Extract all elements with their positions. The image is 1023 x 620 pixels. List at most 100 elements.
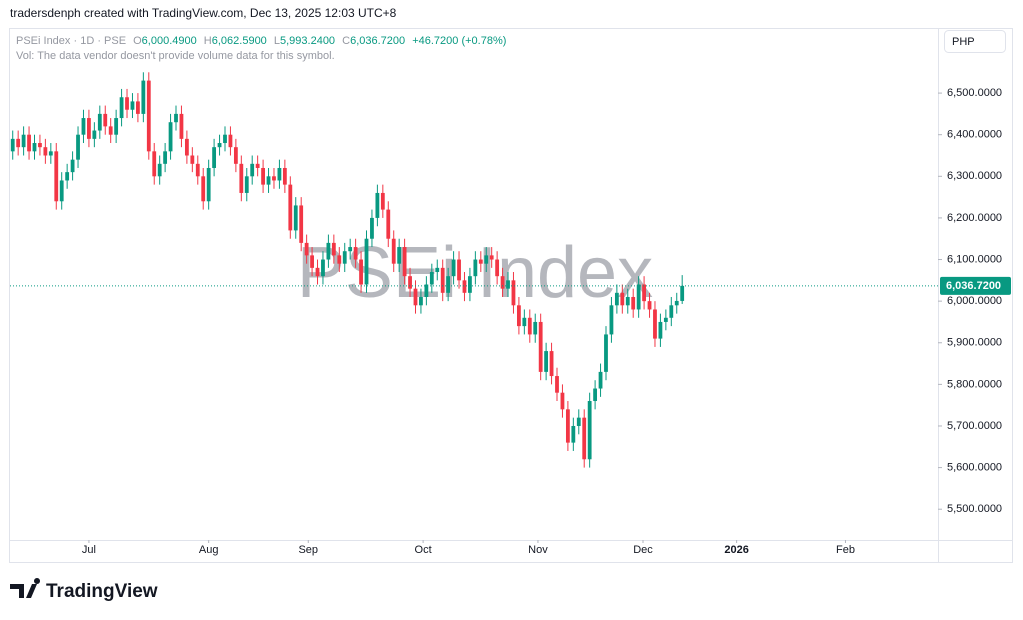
last-price-tag <box>940 276 1011 295</box>
candle-body <box>489 255 494 260</box>
y-tick-label: 5,700.0000 <box>947 420 1002 432</box>
candle-body <box>380 192 385 210</box>
candle-body <box>38 143 42 148</box>
candle-body <box>527 317 532 335</box>
candle-body <box>141 80 146 114</box>
candle-body <box>582 417 587 460</box>
candle-body <box>92 130 97 139</box>
candle-body <box>642 284 646 302</box>
candle-body <box>337 255 342 264</box>
candle-body <box>81 118 86 135</box>
currency-button[interactable] <box>944 30 1006 53</box>
candle-body <box>190 155 195 164</box>
candle-body <box>674 300 679 306</box>
candle-body <box>669 305 674 318</box>
candle-body <box>424 284 429 297</box>
candle-body <box>288 184 293 231</box>
candle-body <box>130 101 135 110</box>
logo: TradingView <box>10 578 158 602</box>
candle-body <box>310 255 314 268</box>
candle-body <box>233 147 238 164</box>
y-tick-label: 5,900.0000 <box>947 337 1002 349</box>
candle-body <box>43 147 48 156</box>
candle-body <box>217 143 222 148</box>
candle-body <box>152 151 157 177</box>
currency[interactable]: PHP <box>952 36 975 48</box>
candle-body <box>391 238 396 264</box>
candle-body <box>136 101 140 114</box>
candle-body <box>10 138 15 152</box>
candle-body <box>87 118 91 139</box>
candle-body <box>174 113 178 123</box>
candle-body <box>179 113 184 139</box>
candle-body <box>21 134 26 148</box>
y-tick-label: 6,300.0000 <box>947 170 1002 182</box>
candle-body <box>370 217 374 239</box>
candle-body <box>206 167 211 202</box>
frame <box>9 28 1013 563</box>
x-tick-label: Dec <box>633 544 653 556</box>
candle-body <box>593 388 598 402</box>
candle-body <box>544 351 549 372</box>
candle-body <box>16 138 21 148</box>
candle-body <box>228 134 233 148</box>
candle-body <box>239 163 244 193</box>
candle-body <box>397 247 402 264</box>
x-tick-label: Sep <box>298 544 318 556</box>
candle-body <box>495 259 500 277</box>
candle-body <box>446 276 451 293</box>
candle-body <box>516 305 521 327</box>
candle-body <box>413 288 418 306</box>
candle-body <box>119 97 124 119</box>
candle-body <box>250 163 255 177</box>
candle-body <box>331 242 336 256</box>
candle-body <box>604 334 608 372</box>
y-tick-label: 6,200.0000 <box>947 212 1002 224</box>
volume-note: Vol: The data vendor doesn't provide vol… <box>16 50 335 62</box>
candle-body <box>625 296 630 306</box>
candle-body <box>484 255 489 264</box>
candle-body <box>468 276 472 293</box>
candle-body <box>429 272 434 285</box>
y-tick-label: 6,500.0000 <box>947 87 1002 99</box>
candle-body <box>261 167 265 185</box>
credit: tradersdenph created with TradingView.co… <box>10 6 397 20</box>
candle-body <box>342 251 347 264</box>
candle-body <box>457 259 461 281</box>
candle-body <box>277 167 282 181</box>
candle-body <box>184 138 189 156</box>
candle-body <box>168 122 173 152</box>
candle-body <box>326 242 331 260</box>
candle-body <box>576 417 581 426</box>
candle-body <box>663 317 668 322</box>
candle-body <box>54 151 59 202</box>
candle-body <box>70 159 75 173</box>
candle-body <box>549 351 554 377</box>
candle-body <box>375 192 380 218</box>
candle-body <box>244 176 249 193</box>
candle-body <box>506 280 510 289</box>
candle-body <box>478 259 483 264</box>
candle-body <box>114 118 119 135</box>
candle-body <box>653 309 657 339</box>
candle-body <box>598 371 603 389</box>
candle-body <box>97 113 102 131</box>
candle-body <box>353 247 358 260</box>
candle-body <box>146 80 151 152</box>
candle-body <box>658 321 663 339</box>
candle-body <box>76 134 80 160</box>
last-price-label: 6,036.7200 <box>946 280 1001 292</box>
logo-text: TradingView <box>46 581 158 602</box>
x-tick-label: 2026 <box>724 544 748 556</box>
candle-body <box>560 392 565 410</box>
candle-body <box>195 163 200 177</box>
candle-body <box>299 205 304 243</box>
candle-body <box>59 180 64 202</box>
candle-body <box>435 267 440 273</box>
candle-body <box>419 296 423 306</box>
x-tick-label: Oct <box>415 544 432 556</box>
candle-body <box>255 163 260 168</box>
candle-body <box>538 321 543 372</box>
candle-body <box>631 296 636 310</box>
